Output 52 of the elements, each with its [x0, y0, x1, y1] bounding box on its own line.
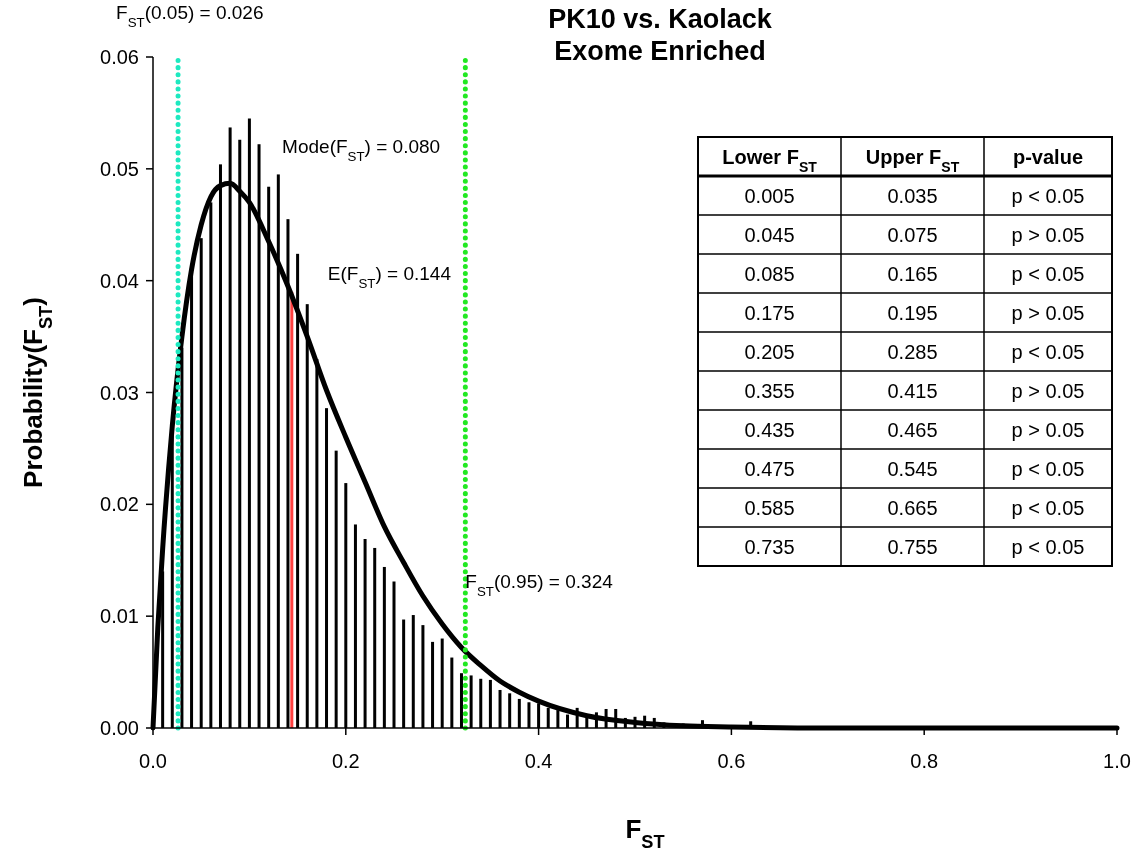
annotation: 0.175: [744, 302, 795, 324]
annotation: p > 0.05: [1011, 380, 1085, 402]
x-tick-label: 0.8: [910, 750, 939, 772]
ref-line-label: F$_{ST}$(0.95) = 0.324: [465, 571, 614, 599]
annotation: p > 0.05: [1011, 302, 1085, 324]
chart-title: PK10 vs. Kaolack Exome Enriched: [548, 4, 773, 66]
annotation: 0.735: [744, 536, 795, 558]
annotation: p < 0.05: [1011, 185, 1085, 207]
y-tick-label: 0.06: [100, 46, 139, 68]
annotation: 0.195: [887, 302, 938, 324]
y-tick-label: 0.02: [100, 493, 139, 516]
annotation: E(F$_{ST}$) = 0.144: [327, 262, 452, 291]
annotation: Mode(F$_{ST}$) = 0.080: [282, 136, 441, 164]
annotation: 0.355: [744, 380, 795, 402]
x-tick-label: 0.0: [139, 750, 167, 772]
category-label: Upper F$_{ST}$: [865, 146, 960, 175]
annotation: 0.435: [744, 419, 795, 441]
annotation: 0.415: [887, 380, 938, 402]
annotation: 0.755: [887, 536, 938, 558]
annotation: 0.465: [887, 419, 938, 441]
x-axis-title: F$_{ST}$: [625, 814, 665, 852]
annotation: 0.005: [744, 185, 795, 207]
annotation: 0.585: [744, 497, 795, 519]
annotation: 0.165: [887, 263, 938, 285]
y-tick-label: 0.01: [100, 605, 139, 628]
annotation: 0.205: [744, 341, 795, 363]
category-label: Lower F$_{ST}$: [722, 146, 818, 175]
annotation: 0.475: [744, 458, 795, 480]
annotation: 0.045: [744, 224, 795, 246]
ref-line-label: F$_{ST}$(0.05) = 0.026: [116, 2, 264, 30]
annotation: 0.665: [887, 497, 938, 519]
annotation: 0.085: [744, 263, 795, 285]
y-tick-label: 0.04: [100, 269, 139, 292]
y-tick-label: 0.03: [100, 381, 139, 404]
annotation: p < 0.05: [1011, 341, 1085, 363]
x-tick-label: 1.0: [1103, 750, 1131, 772]
y-tick-label: 0.05: [100, 157, 139, 180]
x-tick-label: 0.6: [717, 750, 746, 772]
annotation: p < 0.05: [1011, 458, 1085, 480]
annotation: p > 0.05: [1011, 224, 1085, 246]
x-tick-label: 0.2: [331, 750, 360, 772]
x-tick-label: 0.4: [524, 750, 553, 772]
annotation: 0.545: [887, 458, 938, 480]
annotation: p > 0.05: [1011, 419, 1085, 441]
annotation: 0.035: [887, 185, 938, 207]
category-label: p-value: [1012, 146, 1084, 168]
annotation: p < 0.05: [1011, 536, 1085, 558]
annotation: 0.285: [887, 341, 938, 363]
annotation: p < 0.05: [1011, 497, 1085, 519]
annotation: p < 0.05: [1011, 263, 1085, 285]
y-tick-label: 0.00: [100, 717, 139, 739]
annotation: 0.075: [887, 224, 938, 246]
